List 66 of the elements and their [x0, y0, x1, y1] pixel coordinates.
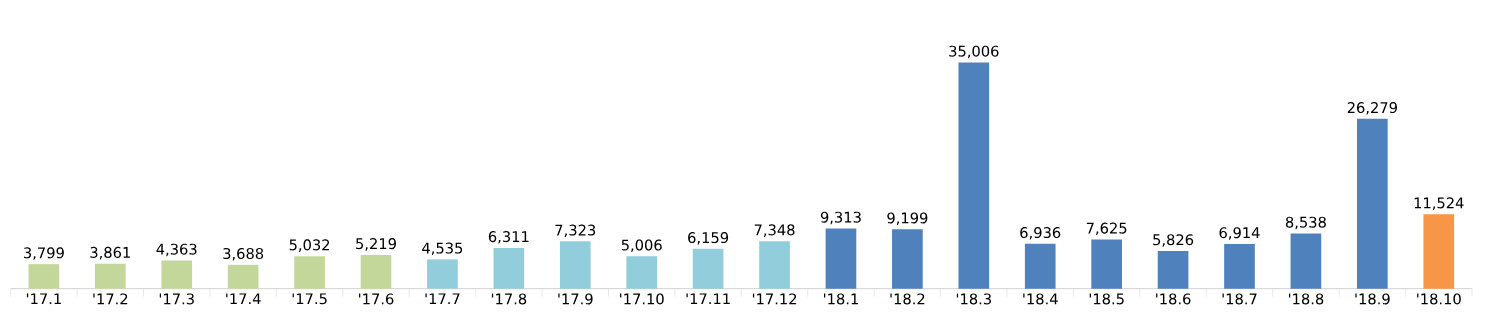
x-tick-label: '17.3: [159, 293, 194, 305]
x-tick-label: '18.10: [1417, 293, 1461, 305]
data-label: 9,199: [887, 212, 928, 225]
x-tick-label: '18.1: [824, 293, 858, 305]
x-tick-label: '17.12: [752, 293, 797, 305]
data-label: 5,219: [356, 238, 396, 251]
bar: [94, 263, 126, 289]
bar: [1224, 243, 1255, 289]
data-label: 4,363: [156, 243, 197, 257]
x-tick-label: '18.4: [1023, 293, 1058, 305]
x-tick-label: '18.8: [1288, 293, 1324, 305]
data-label: 6,936: [1020, 227, 1061, 240]
x-tick-label: '18.7: [1222, 293, 1257, 305]
x-tick-label: '17.10: [620, 293, 664, 305]
data-label: 3,799: [24, 247, 64, 260]
data-label: 3,688: [223, 247, 264, 261]
x-tick-label: '18.5: [1089, 293, 1124, 305]
x-tick-label: '17.4: [226, 293, 261, 305]
data-label: 7,625: [1086, 222, 1127, 236]
x-tick-label: '18.2: [890, 293, 925, 305]
bar: [493, 247, 525, 289]
bar: [892, 229, 923, 289]
bar: [1024, 243, 1056, 289]
x-tick-label: '17.8: [491, 293, 527, 305]
x-tick-label: '17.6: [359, 293, 394, 305]
x-tick-label: '17.2: [93, 293, 128, 305]
bar: [360, 254, 392, 289]
x-tick-label: '17.11: [686, 293, 730, 305]
data-label: 9,313: [820, 211, 861, 225]
data-label: 7,348: [754, 224, 795, 237]
data-label: 4,535: [422, 242, 463, 256]
bar: [227, 264, 259, 289]
data-label: 6,311: [488, 231, 529, 244]
bar: [1357, 118, 1388, 289]
bar: [559, 241, 591, 289]
data-label: 35,006: [949, 45, 999, 59]
x-tick-label: '17.1: [26, 293, 61, 305]
bar: [958, 62, 990, 289]
bar: [1091, 239, 1122, 289]
data-label: 5,006: [621, 239, 662, 253]
x-tick-label: '17.9: [558, 293, 593, 305]
data-label: 7,323: [555, 224, 596, 238]
bar: [161, 260, 193, 289]
x-tick-label: '18.6: [1156, 293, 1191, 305]
data-label: 3,861: [90, 246, 130, 260]
bar: [1423, 214, 1455, 289]
x-tick-label: '17.5: [292, 293, 327, 305]
data-label: 6,914: [1219, 227, 1260, 240]
data-label: 11,524: [1414, 197, 1464, 210]
x-tick-label: '17.7: [425, 293, 460, 305]
data-label: 5,826: [1153, 234, 1194, 247]
bar: [427, 259, 458, 289]
bar: [1157, 251, 1189, 289]
data-label: 5,032: [289, 239, 330, 252]
bar: [692, 248, 724, 289]
data-label: 26,279: [1347, 102, 1397, 115]
x-tick-label: '18.9: [1355, 293, 1390, 305]
bar: [825, 228, 857, 289]
data-label: 6,159: [688, 232, 729, 245]
bar: [28, 264, 60, 289]
x-tick-label: '18.3: [956, 293, 991, 305]
bar: [626, 256, 658, 289]
data-label: 8,538: [1285, 216, 1326, 230]
bar: [294, 256, 325, 289]
bar: [759, 241, 790, 289]
bar: [1290, 233, 1322, 289]
